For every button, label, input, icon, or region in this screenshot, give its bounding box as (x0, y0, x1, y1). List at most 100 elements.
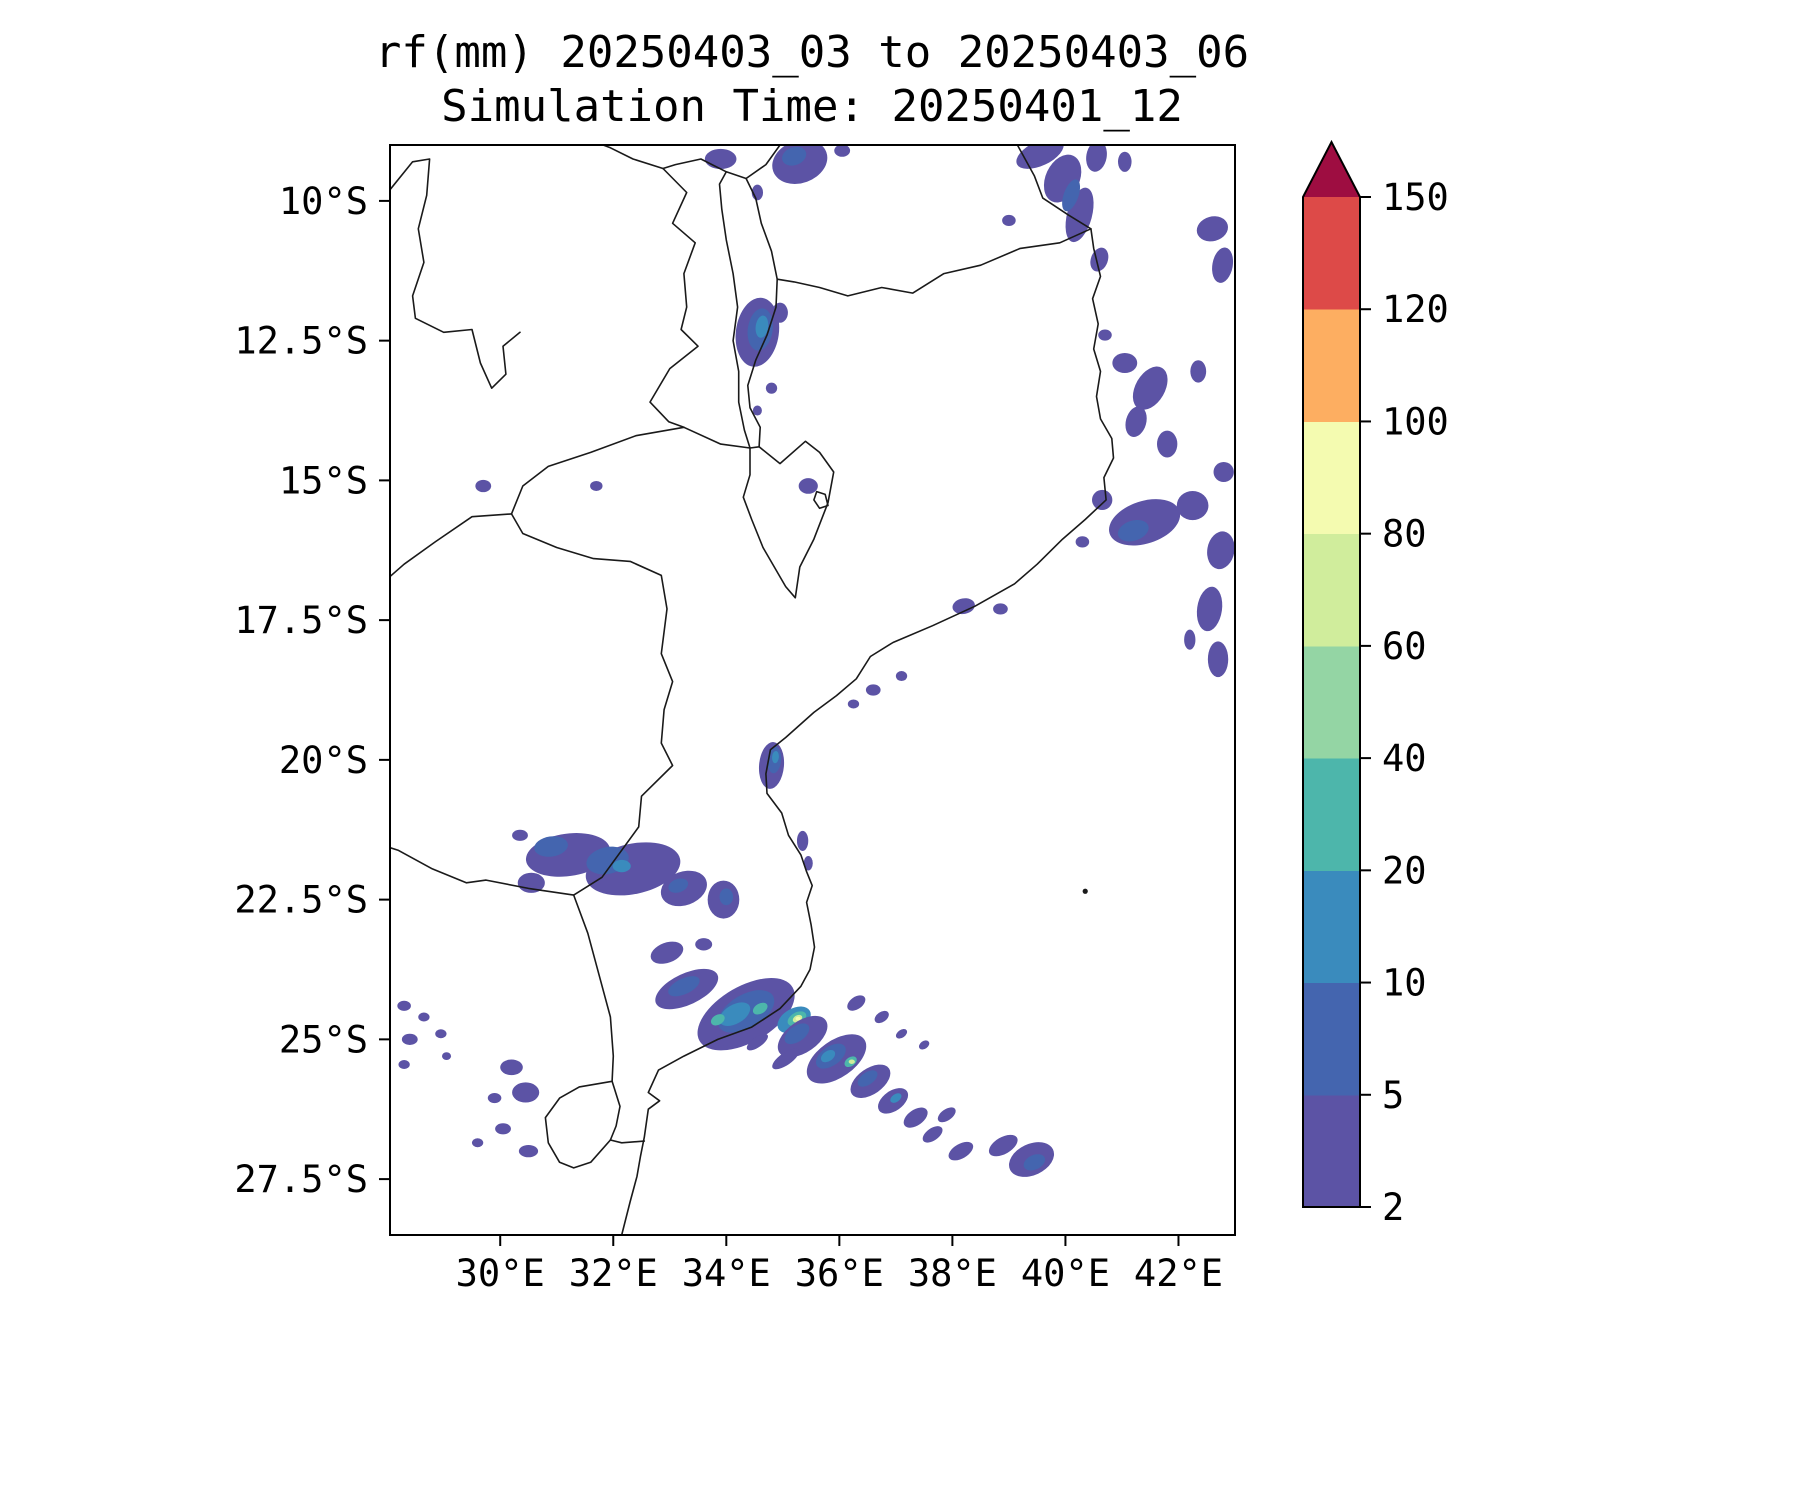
colorbar-outline (1302, 139, 1361, 1208)
rain-cell (518, 1145, 539, 1158)
rain-cell (948, 1141, 974, 1161)
rain-cell (719, 888, 734, 906)
rain-cell (874, 1010, 889, 1024)
border-malawi_north_b (745, 145, 781, 180)
rain-cell (795, 1016, 801, 1021)
rain-cell (752, 1002, 768, 1015)
y-tick-label: 27.5°S (234, 1158, 368, 1201)
rain-cell (1157, 430, 1178, 458)
rain-cell (717, 1032, 736, 1047)
rain-cell (500, 1059, 523, 1076)
rain-cell (710, 1014, 725, 1026)
colorbar-tick-label: 150 (1382, 176, 1449, 219)
rain-cell (1098, 329, 1112, 341)
y-tick-label: 22.5°S (234, 879, 368, 922)
border-tanzania_mozambique (776, 228, 1092, 297)
border-zambia_mozambique (510, 426, 685, 515)
rain-cell (1176, 491, 1209, 521)
rain-cell (798, 478, 818, 494)
colorbar: 2 5 10 20 40 60 80 100 120 150 (1302, 139, 1449, 1229)
y-tick-label: 17.5°S (234, 599, 368, 642)
rain-cell (803, 856, 813, 871)
border-drc_zambia (390, 158, 521, 389)
rain-cell (903, 1107, 928, 1128)
rain-cell (1184, 629, 1196, 650)
colorbar-tick-label: 20 (1382, 849, 1427, 892)
y-tick-label: 12.5°S (234, 320, 368, 363)
rain-cell (398, 1060, 410, 1069)
x-tick-label: 42°E (1134, 1252, 1223, 1295)
y-tick-label: 25°S (279, 1018, 368, 1061)
colorbar-segment (1303, 982, 1360, 1096)
rain-cell (471, 1138, 484, 1148)
x-tick-label: 34°E (682, 1252, 771, 1295)
rain-cell (895, 1028, 908, 1039)
rain-cell (772, 750, 779, 764)
rain-cell (752, 405, 762, 416)
border-sa_moz_south (609, 1139, 646, 1144)
x-tick-label: 36°E (795, 1252, 884, 1295)
rain-cell (988, 1134, 1018, 1157)
colorbar-tick-label: 5 (1382, 1074, 1404, 1117)
rain-cell (1002, 214, 1016, 227)
borders-layer (390, 145, 1115, 1235)
border-coast (620, 145, 1115, 1235)
colorbar-segment (1303, 758, 1360, 871)
rain-cell (918, 1040, 930, 1050)
rain-cell (1117, 519, 1149, 542)
y-tick-label: 15°S (279, 459, 368, 502)
colorbar-tick-label: 2 (1382, 1186, 1404, 1229)
border-limpopo_border (390, 846, 575, 896)
rain-cell (1132, 366, 1168, 410)
rain-cell (1062, 179, 1081, 212)
rain-cell (1075, 536, 1090, 548)
border-lake_malawi (718, 171, 778, 449)
rain-cell (784, 1023, 810, 1045)
rain-cell (937, 1107, 956, 1123)
island-dot (1082, 888, 1088, 894)
rain-cell (534, 836, 568, 857)
rain-cell (952, 598, 975, 615)
rain-cell (487, 1093, 502, 1104)
colorbar-segment (1303, 533, 1360, 647)
rain-cell (1086, 145, 1107, 172)
rain-cell (512, 829, 528, 841)
rain-cell (772, 1048, 800, 1070)
rain-cell (1212, 247, 1234, 283)
chart-title-line2: Simulation Time: 20250401_12 (441, 80, 1183, 132)
colorbar-segment (1303, 1094, 1360, 1208)
rain-cell (1190, 360, 1207, 383)
rain-cell (1112, 352, 1138, 374)
colorbar-segment (1303, 870, 1360, 984)
rain-cell (512, 1082, 540, 1103)
border-malawi_south (683, 426, 751, 449)
rain-cell (1092, 489, 1113, 511)
rain-cell (704, 148, 737, 170)
rain-cell (719, 1002, 751, 1027)
colorbar-extend-triangle (1303, 142, 1360, 197)
rain-cell (820, 1049, 836, 1063)
colorbar-segment (1303, 421, 1360, 535)
x-tick-label: 38°E (908, 1252, 997, 1295)
rain-cell (782, 146, 807, 166)
rain-cell (650, 941, 684, 964)
border-zambia_zimbabwe (390, 513, 513, 578)
rain-cell (796, 830, 809, 851)
colorbar-tick-label: 60 (1382, 625, 1427, 668)
rain-cell (695, 938, 713, 951)
border-tanzania_zambia (602, 145, 664, 170)
rain-cell (1125, 406, 1147, 438)
rain-cell (1118, 151, 1132, 172)
rain-cell (848, 1059, 855, 1064)
rain-cell (890, 1093, 902, 1103)
rain-cell (442, 1052, 452, 1061)
rain-cell (1196, 586, 1223, 632)
rain-cell (668, 976, 700, 997)
rain-cell (993, 603, 1008, 615)
rain-cell (1196, 216, 1229, 242)
rain-cell (755, 315, 769, 338)
colorbar-tick-label: 100 (1382, 400, 1449, 443)
colorbar-tick-label: 120 (1382, 288, 1449, 331)
